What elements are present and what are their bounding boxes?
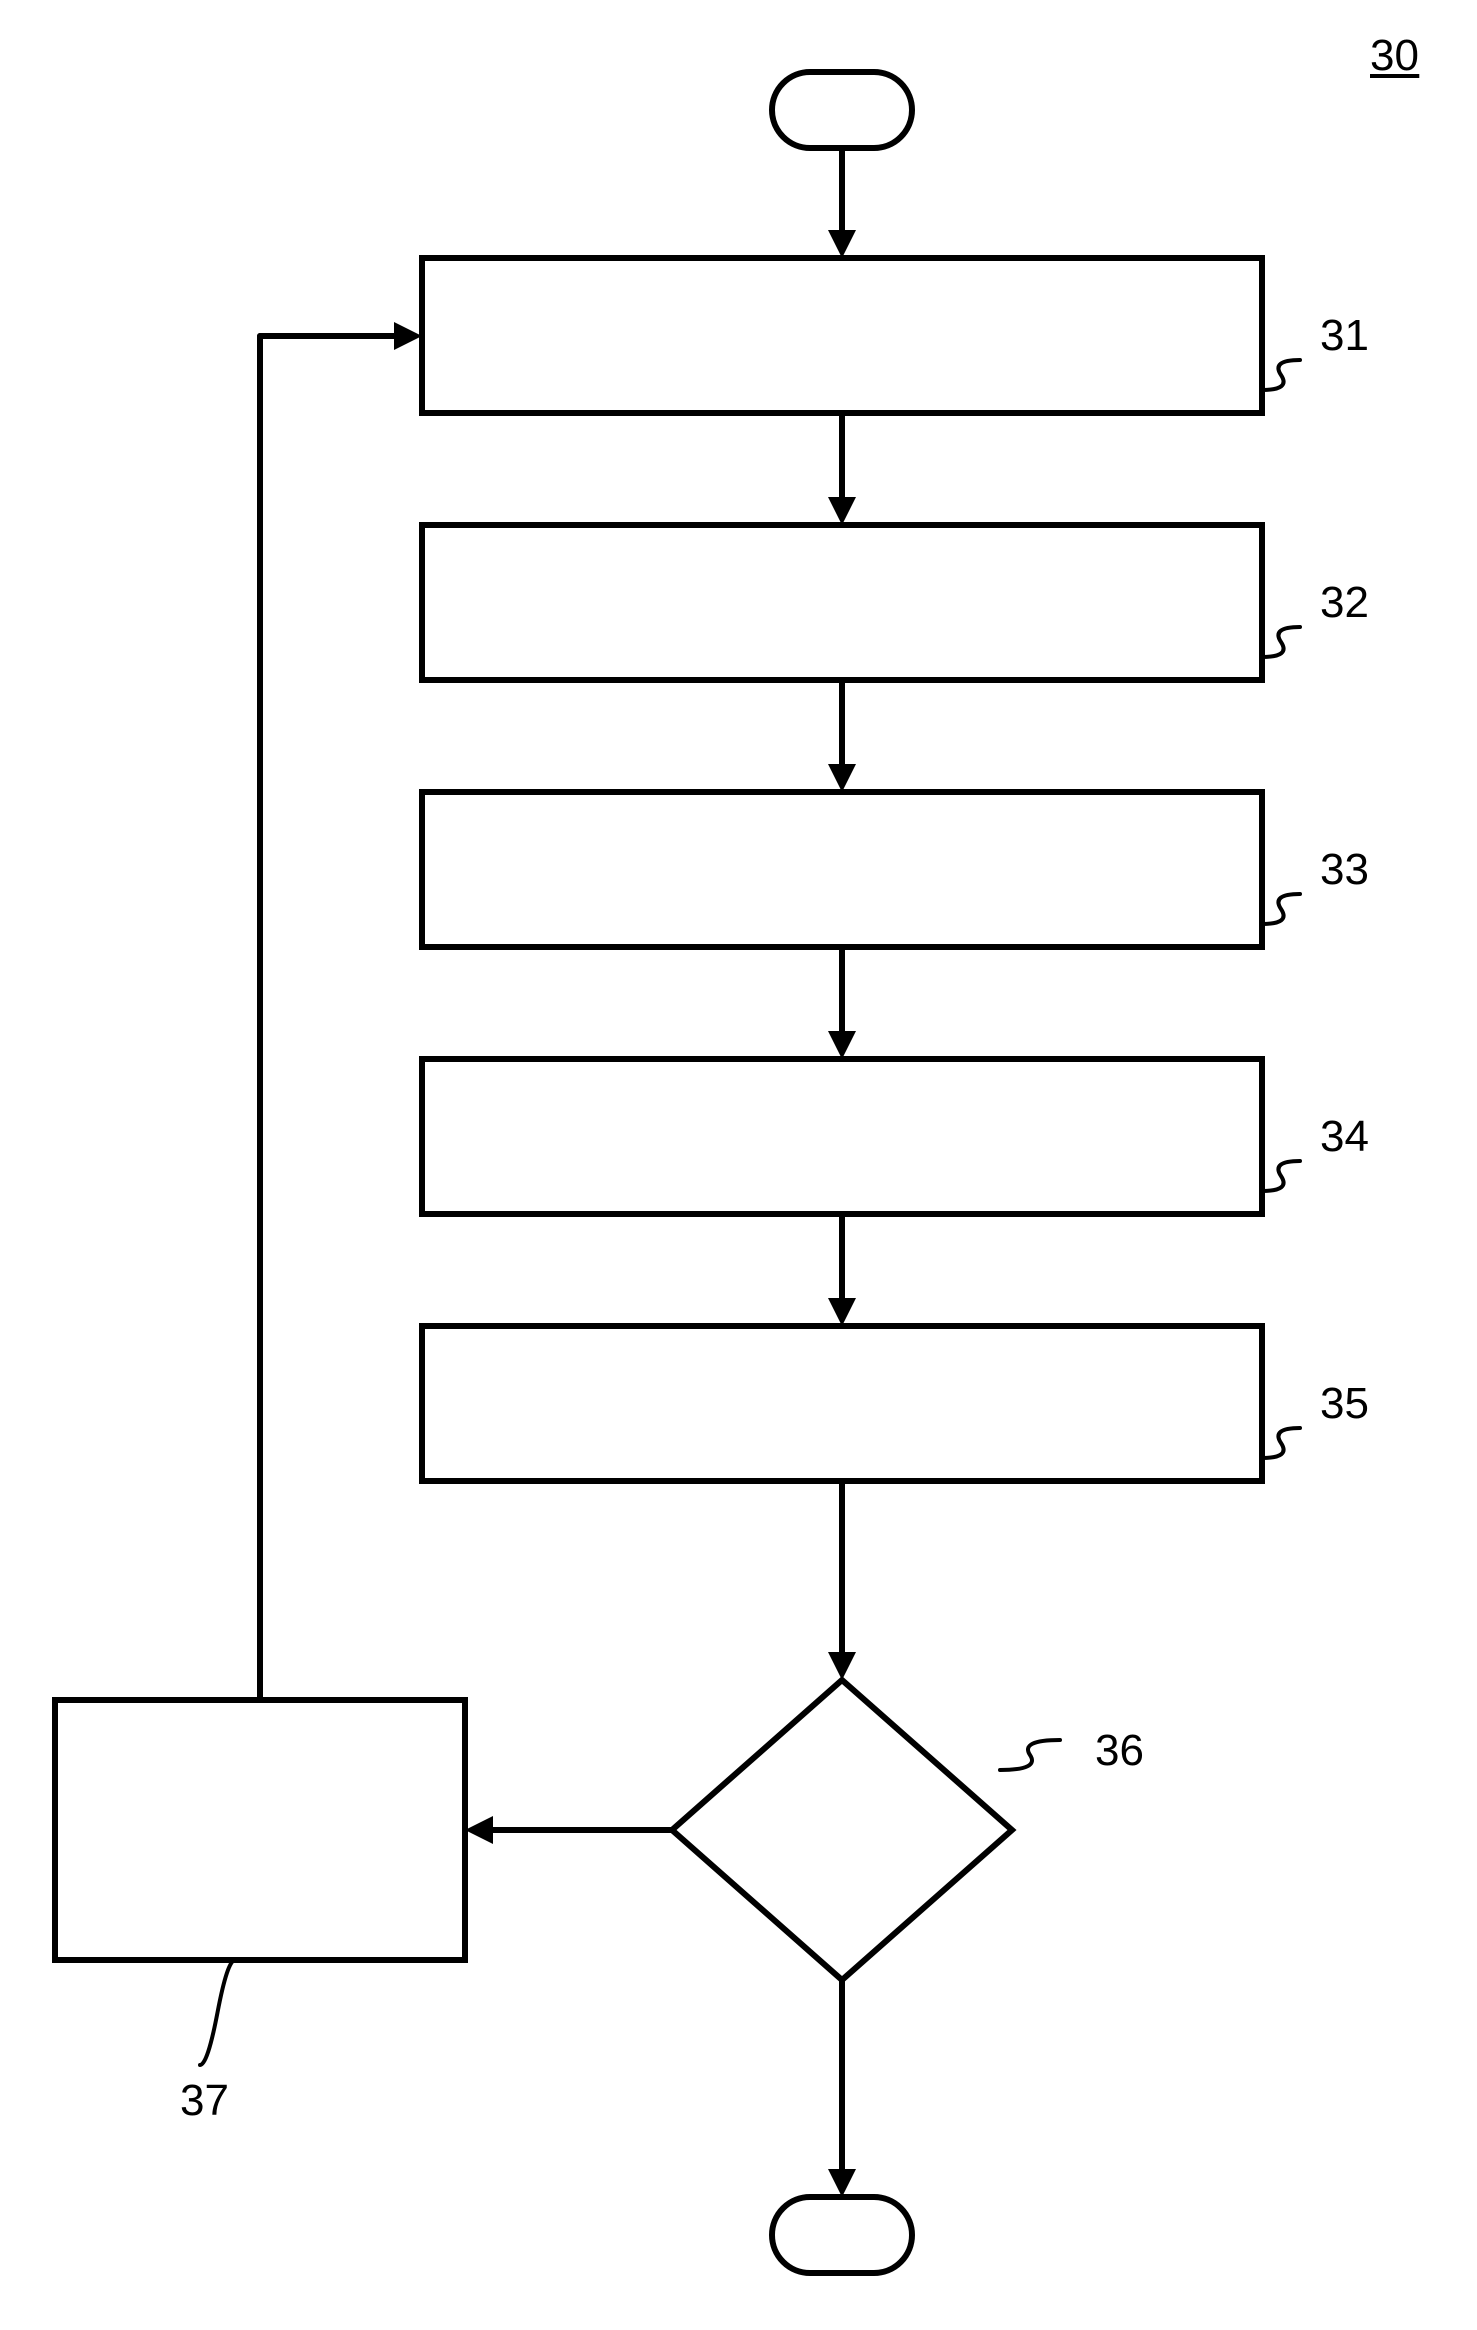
lead-36: [1000, 1740, 1060, 1770]
arrow-0-head: [828, 230, 856, 258]
process-box-34: [422, 1059, 1262, 1214]
arrow-6-head: [828, 2169, 856, 2197]
label-34: 34: [1320, 1112, 1369, 1161]
label-31: 31: [1320, 311, 1369, 360]
feedback-arrow-head: [394, 322, 422, 350]
arrow-3-head: [828, 1031, 856, 1059]
lead-35: [1262, 1428, 1300, 1458]
lead-34: [1262, 1161, 1300, 1191]
process-box-32: [422, 525, 1262, 680]
lead-33: [1262, 894, 1300, 924]
figure-label: 30: [1370, 31, 1419, 80]
arrow-1-head: [828, 497, 856, 525]
process-box-33: [422, 792, 1262, 947]
lead-37: [200, 1960, 235, 2065]
lead-32: [1262, 627, 1300, 657]
process-box-31: [422, 258, 1262, 413]
start-terminator: [772, 72, 912, 148]
end-terminator: [772, 2197, 912, 2273]
label-33: 33: [1320, 845, 1369, 894]
process-box-37: [55, 1700, 465, 1960]
arrow-4-head: [828, 1298, 856, 1326]
process-box-35: [422, 1326, 1262, 1481]
label-32: 32: [1320, 578, 1369, 627]
arrow-7-head: [465, 1816, 493, 1844]
label-36: 36: [1095, 1726, 1144, 1775]
decision-diamond: [672, 1680, 1012, 1980]
label-35: 35: [1320, 1379, 1369, 1428]
arrow-5-head: [828, 1652, 856, 1680]
lead-31: [1262, 360, 1300, 390]
label-37: 37: [180, 2076, 229, 2125]
arrow-2-head: [828, 764, 856, 792]
